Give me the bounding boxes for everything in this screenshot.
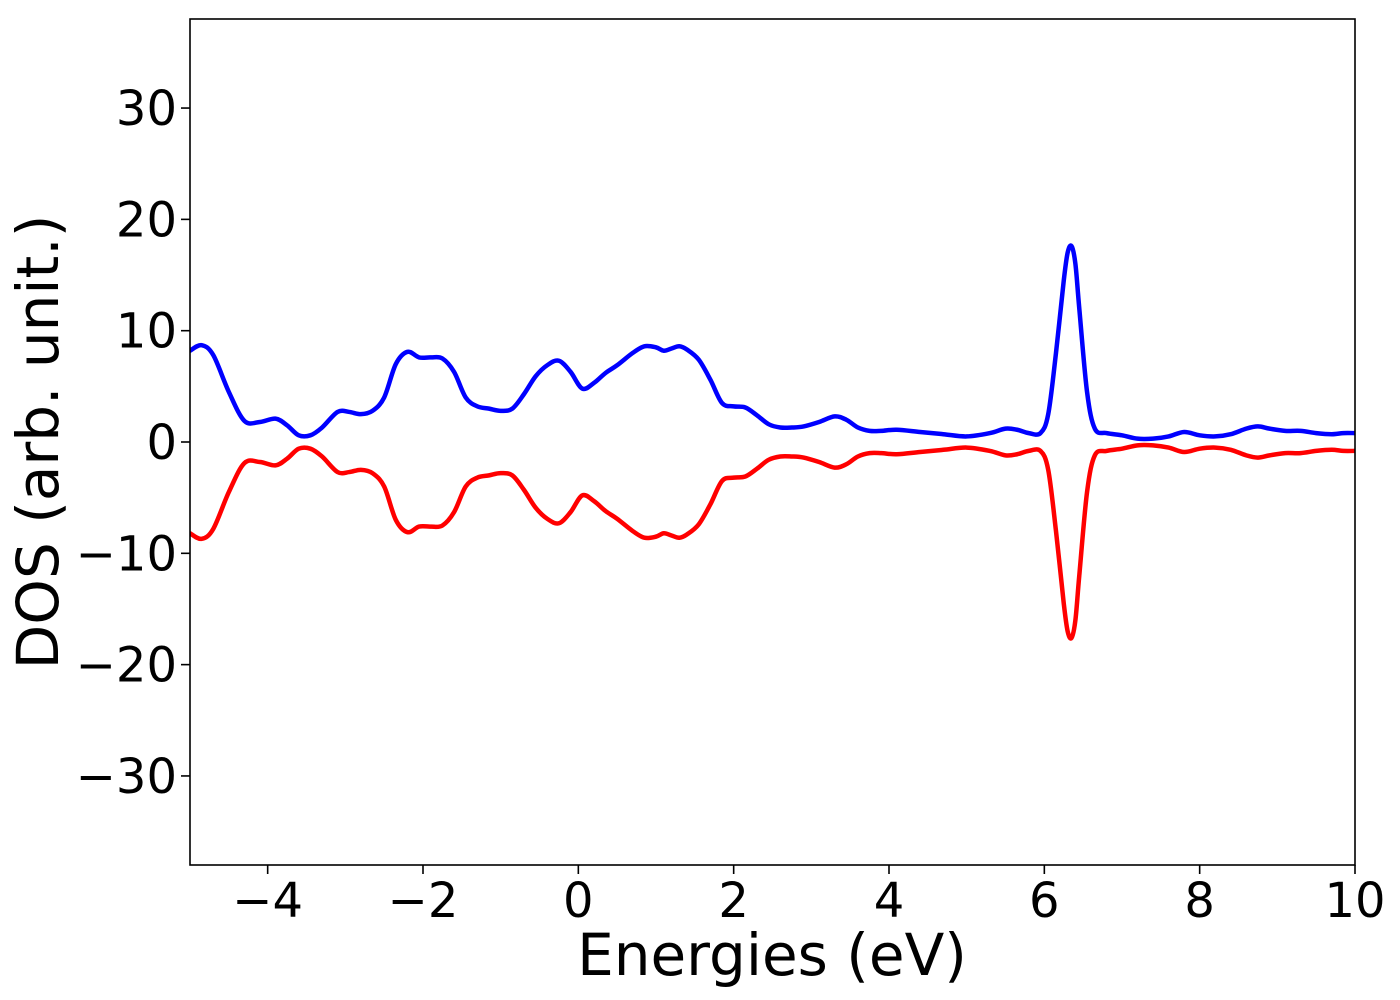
x-tick-label: 4 bbox=[874, 873, 905, 929]
x-tick-label: 8 bbox=[1184, 873, 1215, 929]
y-tick-label: −20 bbox=[76, 638, 177, 694]
x-tick-label: −2 bbox=[388, 873, 459, 929]
x-tick-label: 10 bbox=[1324, 873, 1385, 929]
y-tick-label: −30 bbox=[76, 749, 177, 805]
x-tick-label: −4 bbox=[232, 873, 303, 929]
x-axis-label: Energies (eV) bbox=[577, 921, 967, 989]
y-tick-label: 0 bbox=[146, 415, 177, 471]
dos-line-blue bbox=[190, 243, 1355, 442]
y-tick-label: −10 bbox=[76, 526, 177, 582]
x-tick-label: 2 bbox=[718, 873, 749, 929]
plot-frame bbox=[189, 18, 1356, 866]
y-axis-label: DOS (arb. unit.) bbox=[4, 215, 72, 670]
y-tick-label: 20 bbox=[116, 192, 177, 248]
y-tick-label: 30 bbox=[116, 81, 177, 137]
x-tick-label: 6 bbox=[1029, 873, 1060, 929]
series-layer bbox=[190, 243, 1355, 641]
dos-line-red bbox=[190, 442, 1355, 641]
x-tick-label: 0 bbox=[563, 873, 594, 929]
y-tick-label: 10 bbox=[116, 304, 177, 360]
